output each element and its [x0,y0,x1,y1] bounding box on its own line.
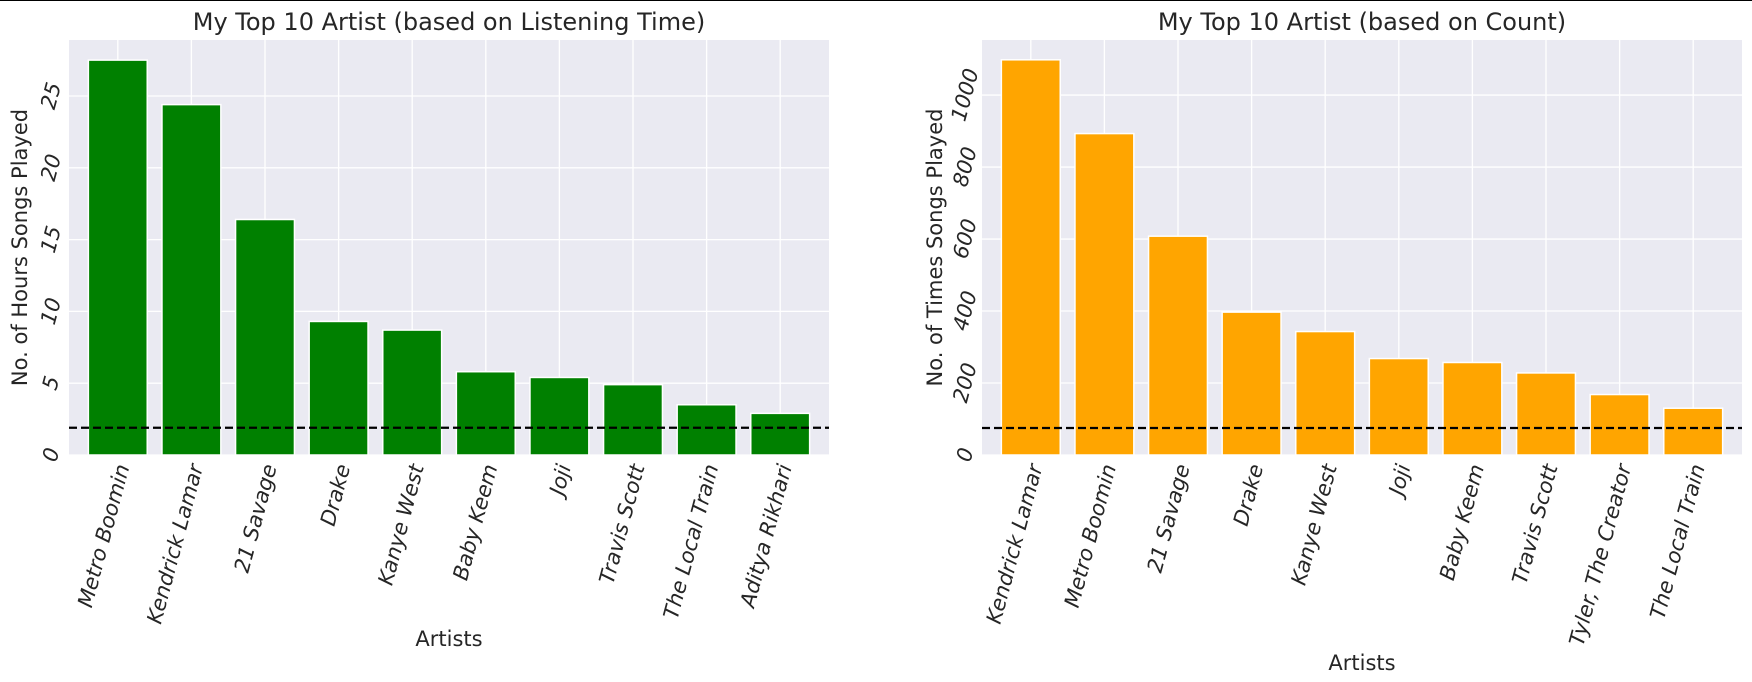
x-tick-label: Travis Scott [1508,461,1563,587]
y-tick-label: 600 [948,216,982,261]
x-tick-label: Kanye West [374,461,429,588]
bar-5 [382,329,443,456]
x-tick-label: Travis Scott [595,461,650,587]
bar-8 [602,383,664,456]
bar-10 [750,412,811,456]
x-tick-label: Kendrick Lamar [982,460,1048,626]
bar-2 [161,103,222,456]
y-tick-label: 15 [36,223,66,255]
bar-9 [1589,393,1650,456]
x-tick-label: Metro Boomin [73,462,134,610]
y-tick-label: 800 [948,144,982,189]
x-tick-label: Baby Keem [1435,462,1489,583]
x-tick-label: The Local Train [659,462,723,622]
bar-10 [1663,407,1724,456]
bar-6 [1368,357,1429,456]
bar-7 [529,376,590,456]
y-tick-label: 200 [948,360,982,405]
bar-9 [676,403,737,456]
bar-5 [1295,330,1356,456]
x-tick-label: Joji [544,461,576,501]
bar-7 [1442,361,1503,456]
bar-4 [308,320,369,456]
x-tick-label: Baby Keem [448,462,502,583]
chart-title: My Top 10 Artist (based on Count) [1158,8,1566,36]
y-axis-label: No. of Times Songs Played [923,109,947,387]
y-tick-label: 400 [948,288,982,333]
bar-2 [1074,132,1135,456]
bar-4 [1221,311,1282,456]
x-tick-label: Tyler, The Creator [1565,460,1637,648]
x-tick-label: The Local Train [1645,462,1709,622]
x-tick-label: Kanye West [1287,461,1342,588]
y-tick-label: 5 [38,373,65,392]
y-tick-label: 1000 [947,66,984,124]
x-tick-label: Aditya Rikhari [735,461,797,611]
x-tick-label: Kendrick Lamar [142,460,208,626]
y-tick-label: 20 [36,152,66,184]
bar-1 [1000,59,1061,456]
x-tick-label: Metro Boomin [1060,462,1121,610]
y-tick-label: 25 [36,80,66,112]
y-tick-label: 0 [38,445,65,464]
y-axis-label: No. of Hours Songs Played [8,109,32,386]
top-border-line [0,0,1752,1]
x-tick-label: 21 Savage [1143,462,1195,576]
chart-2: 0 200 400 600 800 1000 Kendrick Lamar Metro Boo… [923,8,1742,675]
bar-3 [1147,235,1209,456]
bar-3 [234,218,296,456]
x-tick-label: Drake [316,462,355,529]
x-axis-label: Artists [1328,651,1395,675]
x-tick-label: 21 Savage [230,462,282,576]
bar-1 [87,59,148,456]
x-tick-label: Drake [1229,462,1268,529]
y-tick-label: 10 [36,295,66,327]
bar-6 [455,370,516,456]
chart-title: My Top 10 Artist (based on Listening Tim… [193,8,705,36]
bar-8 [1515,372,1577,456]
y-tick-label: 0 [952,445,979,464]
chart-1: 0 5 10 15 20 25 Metro Boomin Kendrick Lamar 21 S… [8,8,829,651]
x-axis-label: Artists [415,627,482,651]
x-tick-label: Joji [1383,461,1415,501]
